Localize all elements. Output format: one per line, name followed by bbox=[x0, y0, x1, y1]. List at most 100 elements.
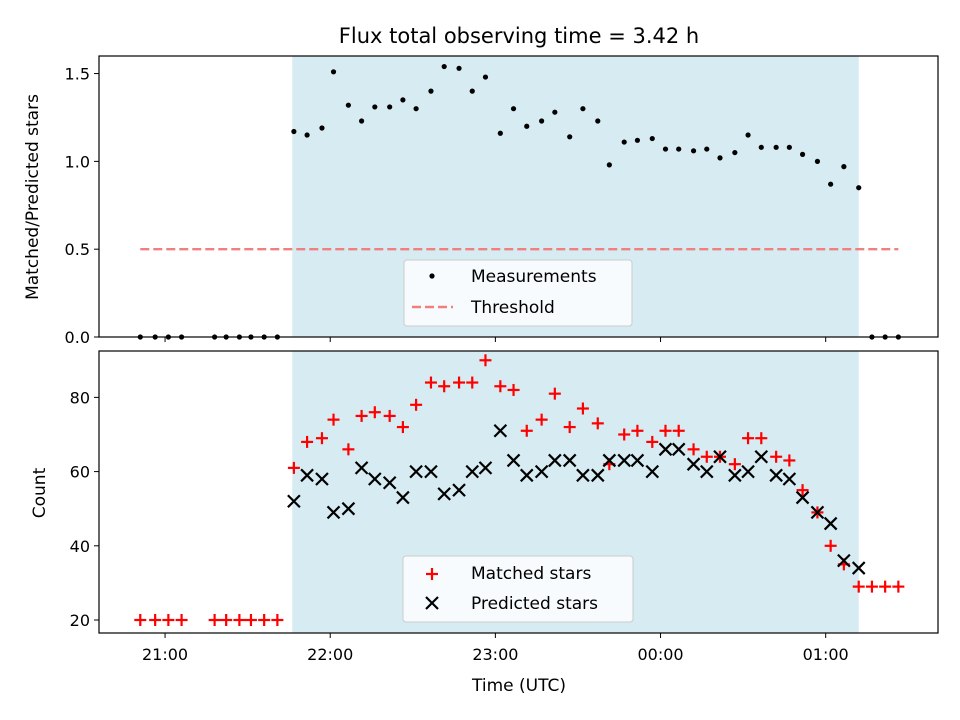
legend-bottom: Matched stars Predicted stars bbox=[402, 555, 634, 623]
matched-point bbox=[396, 421, 409, 434]
bottom-y-tick-label: 60 bbox=[70, 463, 90, 482]
measurement-point bbox=[539, 118, 545, 124]
predicted-point bbox=[782, 472, 797, 486]
legend-bottom-box bbox=[402, 555, 634, 623]
matched-point bbox=[576, 402, 589, 415]
matched-point bbox=[755, 432, 768, 445]
measurement-point bbox=[773, 144, 779, 150]
measurement-point bbox=[304, 132, 310, 138]
x-tick-label: 22:00 bbox=[307, 645, 353, 664]
chart-title: Flux total observing time = 3.42 h bbox=[339, 24, 699, 48]
measurement-point bbox=[662, 146, 669, 152]
predicted-point bbox=[630, 453, 645, 468]
measurement-point bbox=[567, 134, 573, 140]
x-tick-label: 23:00 bbox=[472, 645, 518, 664]
predicted-point bbox=[396, 490, 410, 505]
matched-point bbox=[479, 354, 492, 367]
matched-point bbox=[520, 424, 533, 437]
panel-top-frame bbox=[98, 55, 939, 338]
measurement-point bbox=[319, 125, 325, 131]
predicted-point bbox=[837, 553, 851, 568]
predicted-point bbox=[409, 464, 423, 479]
measurement-point bbox=[690, 148, 697, 154]
x-axis-label: Time (UTC) bbox=[471, 676, 566, 696]
measurement-point bbox=[634, 137, 641, 143]
measurement-point bbox=[482, 74, 489, 80]
measurement-point bbox=[717, 155, 723, 161]
measurement-point bbox=[580, 106, 586, 112]
predicted-point bbox=[728, 468, 742, 483]
top-y-axis-label: Matched/Predicted stars bbox=[23, 94, 43, 300]
measurement-point bbox=[552, 109, 558, 115]
predicted-point bbox=[617, 453, 631, 468]
measurement-point bbox=[621, 139, 627, 145]
panel-top: 0.0 0.5 1.0 1.5 Matched/Predicted stars Mea… bbox=[23, 55, 939, 347]
predicted-point bbox=[562, 453, 577, 468]
matched-point bbox=[618, 428, 631, 441]
predicted-point bbox=[590, 468, 605, 483]
predicted-point bbox=[795, 490, 810, 505]
panel-bottom-frame bbox=[98, 350, 939, 634]
predicted-point bbox=[576, 468, 590, 483]
measurement-point bbox=[359, 118, 365, 124]
matched-point bbox=[208, 614, 221, 627]
predicted-point bbox=[686, 457, 701, 471]
matched-point bbox=[315, 432, 328, 445]
predicted-point bbox=[645, 464, 660, 479]
top-y-ticks: 0.0 0.5 1.0 1.5 bbox=[65, 65, 99, 347]
predicted-point bbox=[754, 449, 769, 464]
predicted-point bbox=[368, 472, 382, 486]
predicted-point bbox=[548, 453, 562, 468]
legend-threshold-label: Threshold bbox=[470, 298, 555, 318]
predicted-point bbox=[465, 464, 480, 479]
legend-measurements-label: Measurements bbox=[471, 267, 597, 287]
predicted-point bbox=[437, 487, 451, 501]
matched-point bbox=[796, 484, 809, 497]
matched-point bbox=[175, 614, 188, 627]
predicted-point bbox=[713, 449, 727, 464]
matched-point bbox=[220, 614, 233, 627]
matched-point bbox=[548, 387, 561, 400]
measurement-point bbox=[524, 123, 530, 129]
matched-point bbox=[824, 539, 837, 552]
predicted-point bbox=[700, 464, 714, 479]
top-y-tick-label: 0.0 bbox=[65, 328, 90, 347]
bottom-x-ticks: 21:00 22:00 23:00 00:00 01:00 bbox=[142, 633, 849, 664]
predicted-point bbox=[424, 464, 438, 479]
measurement-point bbox=[732, 149, 738, 156]
matched-point bbox=[742, 432, 755, 445]
predicted-point bbox=[300, 468, 314, 483]
measurement-point bbox=[649, 135, 655, 142]
matched-point bbox=[438, 380, 451, 393]
legend-top-box bbox=[403, 259, 633, 327]
legend-predicted-marker bbox=[425, 596, 439, 610]
matched-point bbox=[700, 450, 713, 463]
measurement-point bbox=[291, 128, 297, 135]
matched-point bbox=[494, 380, 507, 393]
legend-top: Measurements Threshold bbox=[403, 259, 633, 327]
measurement-point bbox=[828, 181, 834, 187]
matched-point bbox=[783, 454, 796, 467]
matched-point bbox=[728, 458, 741, 471]
predicted-point bbox=[823, 516, 838, 531]
measurement-point bbox=[814, 158, 821, 164]
matched-point bbox=[466, 376, 479, 389]
matched-point bbox=[258, 614, 271, 627]
matched-point bbox=[368, 406, 381, 419]
measurement-point bbox=[400, 97, 406, 103]
x-tick-label: 21:00 bbox=[142, 645, 188, 664]
matched-point bbox=[453, 376, 466, 389]
predicted-point bbox=[315, 472, 329, 486]
measurement-point bbox=[786, 144, 792, 150]
predicted-point bbox=[658, 442, 673, 457]
matched-point bbox=[162, 614, 175, 627]
matched-point bbox=[424, 376, 437, 389]
x-tick-label: 00:00 bbox=[637, 645, 683, 664]
measurement-point bbox=[510, 106, 517, 112]
matched-point bbox=[852, 580, 865, 593]
predicted-point bbox=[478, 461, 493, 475]
bottom-y-axis-label: Count bbox=[30, 467, 50, 518]
measurement-point bbox=[595, 118, 601, 124]
predicted-point bbox=[769, 468, 783, 483]
matched-point bbox=[770, 450, 783, 463]
